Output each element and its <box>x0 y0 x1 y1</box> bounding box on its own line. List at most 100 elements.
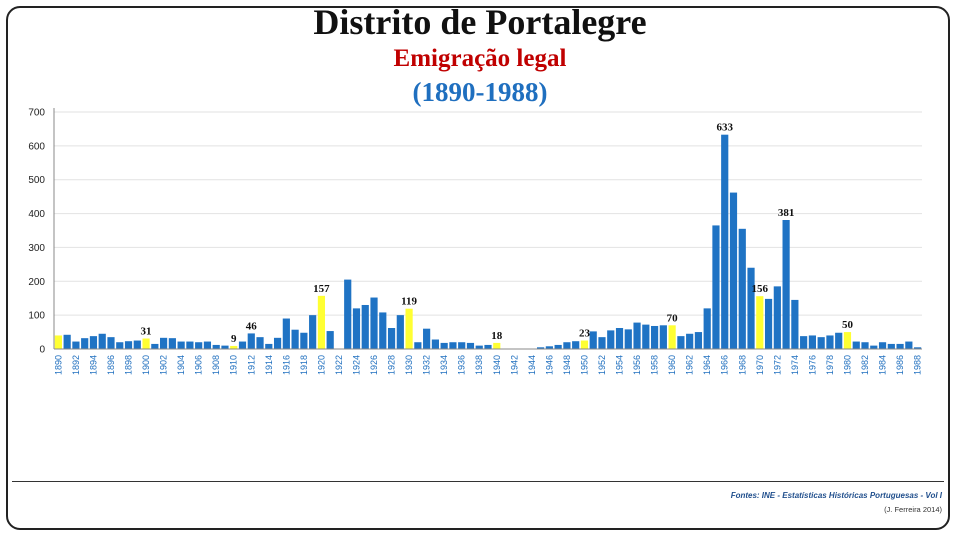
bar <box>633 322 641 349</box>
bar <box>107 337 115 349</box>
bar <box>721 134 729 349</box>
bar <box>835 332 843 349</box>
bar <box>326 331 334 349</box>
bar <box>405 308 413 349</box>
bar <box>554 344 562 349</box>
bar <box>379 312 387 349</box>
data-label: 119 <box>401 296 417 308</box>
x-tick-label: 1978 <box>825 355 835 375</box>
x-tick-label: 1986 <box>895 355 905 375</box>
bar <box>212 344 220 349</box>
data-label: 156 <box>752 283 769 295</box>
bar <box>81 338 89 349</box>
bar <box>826 335 834 349</box>
y-tick-label: 500 <box>28 175 45 186</box>
emigration-bar-chart: 0 100 200 300 400 500 600 700 31 9 46 157 119 18 23 70… <box>28 108 922 376</box>
data-label: 23 <box>579 328 591 340</box>
bar <box>694 332 703 349</box>
bar <box>230 345 238 349</box>
bar <box>493 342 501 349</box>
x-tick-label: 1898 <box>124 355 134 375</box>
x-tick-label: 1948 <box>562 355 572 375</box>
bar <box>124 341 133 349</box>
x-tick-label: 1968 <box>737 355 747 375</box>
chart-title: Distrito de Portalegre <box>313 2 647 42</box>
bar <box>677 336 685 349</box>
bar <box>423 328 431 349</box>
data-label: 633 <box>716 122 733 134</box>
bar <box>887 343 895 349</box>
data-label: 18 <box>491 330 503 342</box>
x-tick-label: 1924 <box>351 355 361 375</box>
bar <box>861 342 869 349</box>
bar <box>729 192 738 349</box>
x-tick-label: 1962 <box>685 355 695 375</box>
bar <box>659 325 667 349</box>
bar <box>703 308 711 349</box>
bar <box>414 342 422 349</box>
y-tick-label: 200 <box>28 277 45 288</box>
bar <box>870 345 878 349</box>
bar <box>265 343 273 349</box>
bar <box>782 220 790 349</box>
data-label: 9 <box>231 333 237 345</box>
bar <box>852 341 860 349</box>
x-tick-label: 1912 <box>246 355 256 375</box>
y-tick-label: 400 <box>28 209 45 220</box>
x-tick-label: 1926 <box>369 355 379 375</box>
bar <box>387 328 396 349</box>
bar <box>738 228 746 349</box>
bar <box>747 267 755 349</box>
x-tick-label: 1932 <box>422 355 432 375</box>
bar <box>589 331 597 349</box>
bar <box>370 297 378 349</box>
x-tick-label: 1938 <box>474 355 484 375</box>
bar <box>177 341 185 349</box>
bar <box>256 337 264 349</box>
bars <box>54 134 922 349</box>
x-tick-label: 1936 <box>457 355 467 375</box>
x-tick-label: 1910 <box>229 355 239 375</box>
x-tick-label: 1900 <box>141 355 151 375</box>
data-label: 70 <box>667 312 679 324</box>
y-tick-label: 0 <box>39 345 45 356</box>
x-tick-label: 1950 <box>579 355 589 375</box>
bar <box>247 333 255 349</box>
bar <box>773 286 781 349</box>
x-tick-label: 1964 <box>702 355 712 375</box>
data-labels: 31 9 46 157 119 18 23 70 633 156 381 50 <box>141 122 854 345</box>
bar <box>168 338 176 349</box>
bar <box>458 342 466 349</box>
data-label: 381 <box>778 207 795 219</box>
bar <box>624 329 632 349</box>
bar <box>466 342 475 349</box>
bar <box>160 337 168 349</box>
bar <box>475 345 483 349</box>
author-credit: (J. Ferreira 2014) <box>884 505 942 514</box>
x-tick-label: 1982 <box>860 355 870 375</box>
bar <box>484 344 492 349</box>
bar <box>545 346 553 349</box>
y-tick-label: 100 <box>28 311 45 322</box>
x-tick-label: 1960 <box>667 355 677 375</box>
bar <box>116 342 124 349</box>
y-tick-label: 700 <box>28 108 45 119</box>
bar <box>203 341 212 349</box>
bar <box>615 328 624 349</box>
chart-period: (1890-1988) <box>412 77 548 107</box>
x-tick-label: 1928 <box>387 355 397 375</box>
x-tick-label: 1976 <box>807 355 817 375</box>
x-tick-label: 1896 <box>106 355 116 375</box>
x-tick-label: 1972 <box>772 355 782 375</box>
x-tick-label: 1946 <box>544 355 554 375</box>
bar <box>89 336 98 349</box>
x-tick-label: 1954 <box>615 355 625 375</box>
bar <box>686 333 694 349</box>
x-tick-label: 1952 <box>597 355 607 375</box>
data-label: 50 <box>842 319 854 331</box>
bar <box>133 340 141 349</box>
x-tick-label: 1970 <box>755 355 765 375</box>
y-tick-label: 600 <box>28 141 45 152</box>
bar <box>896 343 904 349</box>
x-tick-label: 1890 <box>53 355 63 375</box>
